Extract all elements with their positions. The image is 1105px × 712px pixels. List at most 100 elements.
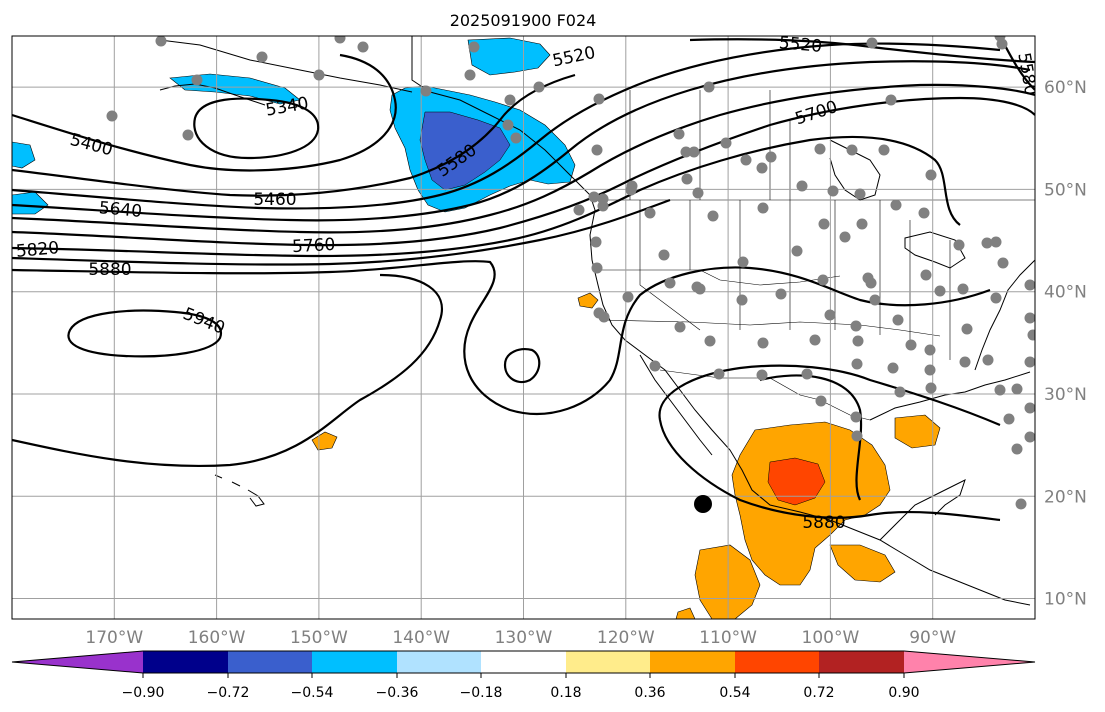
station-dot bbox=[1011, 383, 1023, 395]
station-dot bbox=[1003, 413, 1015, 425]
latitude-tick-label: 30°N bbox=[1044, 385, 1087, 405]
station-dot bbox=[887, 362, 899, 374]
station-dot bbox=[681, 173, 693, 185]
contour-labels: 5400 5340 5460 5520 5520 5580 5580 5640 … bbox=[15, 36, 1035, 533]
station-dot bbox=[737, 256, 749, 268]
longitude-tick-label: 120°W bbox=[597, 628, 655, 648]
station-dot bbox=[953, 239, 965, 251]
colorbar-tick-label: −0.54 bbox=[291, 685, 334, 701]
station-dot bbox=[918, 207, 930, 219]
baja-coast bbox=[639, 354, 713, 456]
station-dot bbox=[957, 283, 969, 295]
station-dot bbox=[920, 269, 932, 281]
colorbar-tick-label: 0.36 bbox=[634, 685, 665, 701]
station-dot bbox=[1027, 329, 1035, 341]
station-dot bbox=[573, 204, 585, 216]
station-dot bbox=[182, 129, 194, 141]
station-dot bbox=[852, 335, 864, 347]
colorbar bbox=[11, 650, 1036, 674]
contour-5940 bbox=[67, 309, 223, 358]
station-dot bbox=[839, 231, 851, 243]
contour-5520-north bbox=[689, 38, 1035, 64]
colorbar-segment bbox=[312, 651, 397, 673]
station-dot bbox=[894, 386, 906, 398]
east-coast bbox=[974, 259, 1035, 371]
contour-5880-south bbox=[12, 273, 443, 468]
station-dot bbox=[959, 356, 971, 368]
station-dot bbox=[994, 36, 1006, 42]
station-dot bbox=[704, 335, 716, 347]
contour-label: 5880 bbox=[88, 260, 131, 280]
contour-small-loop bbox=[503, 348, 541, 384]
map-area: 5400 5340 5460 5520 5520 5580 5580 5640 … bbox=[12, 36, 1035, 619]
station-dot bbox=[892, 314, 904, 326]
station-dot bbox=[720, 137, 732, 149]
positive-anomaly-small2 bbox=[577, 292, 599, 309]
station-dot bbox=[885, 94, 897, 106]
station-dot bbox=[625, 184, 637, 196]
station-dot bbox=[313, 69, 325, 81]
latitude-tick-label: 40°N bbox=[1044, 283, 1087, 303]
contour-5880-main bbox=[12, 260, 991, 415]
positive-anomaly-orange-gulf bbox=[894, 414, 941, 449]
station-dot bbox=[851, 430, 863, 442]
station-dot bbox=[256, 51, 268, 63]
station-dot bbox=[765, 151, 777, 163]
colorbar-segment bbox=[143, 651, 228, 673]
station-dot bbox=[680, 146, 692, 158]
station-dot bbox=[593, 93, 605, 105]
station-dot bbox=[464, 69, 476, 81]
station-dot bbox=[664, 277, 676, 289]
station-dot bbox=[1024, 279, 1035, 291]
latitude-labels: 60°N 50°N 40°N 30°N 20°N 10°N bbox=[1044, 78, 1087, 609]
station-dot bbox=[817, 274, 829, 286]
alaska-peninsula bbox=[159, 83, 266, 106]
contour-5880-mexico bbox=[658, 364, 1001, 427]
positive-anomaly-red bbox=[767, 457, 826, 506]
longitude-tick-label: 160°W bbox=[188, 628, 246, 648]
colorbar-extend-high bbox=[904, 651, 1035, 673]
station-dot bbox=[827, 185, 839, 197]
contour-5880-closed bbox=[658, 419, 1001, 522]
station-dot bbox=[468, 41, 480, 53]
colorbar-segment bbox=[481, 651, 566, 673]
contour-label: 5640 bbox=[98, 198, 143, 222]
contour-5400 bbox=[12, 53, 397, 172]
station-dot bbox=[622, 291, 634, 303]
station-dot bbox=[420, 85, 432, 97]
contour-5460 bbox=[12, 73, 576, 197]
station-dot bbox=[925, 169, 937, 181]
storm-marker bbox=[694, 495, 712, 513]
station-dot bbox=[756, 369, 768, 381]
longitude-tick-label: 100°W bbox=[802, 628, 860, 648]
station-dot bbox=[757, 202, 769, 214]
positive-anomaly-small1 bbox=[311, 431, 338, 451]
station-dot bbox=[997, 257, 1009, 269]
station-dot bbox=[924, 364, 936, 376]
station-dot bbox=[818, 218, 830, 230]
colorbar-tick-label: −0.72 bbox=[207, 685, 250, 701]
station-dot bbox=[757, 337, 769, 349]
station-dot bbox=[649, 360, 661, 372]
station-dot bbox=[593, 307, 605, 319]
station-dot bbox=[688, 146, 700, 158]
station-dot bbox=[824, 309, 836, 321]
colorbar-segment bbox=[228, 651, 312, 673]
station-dot bbox=[692, 187, 704, 199]
contour-5820 bbox=[12, 198, 671, 266]
contour-5520-a bbox=[12, 42, 1001, 210]
station-dot bbox=[905, 339, 917, 351]
colorbar-tick-label: 0.18 bbox=[550, 685, 581, 701]
station-dot bbox=[1024, 431, 1035, 443]
colorbar-segment bbox=[650, 651, 735, 673]
station-dot bbox=[736, 294, 748, 306]
station-dot bbox=[502, 119, 514, 131]
latitude-tick-label: 50°N bbox=[1044, 180, 1087, 200]
longitude-tick-label: 170°W bbox=[85, 628, 143, 648]
colorbar-segment bbox=[397, 651, 481, 673]
station-dot bbox=[756, 162, 768, 174]
station-dot bbox=[796, 180, 808, 192]
station-dot bbox=[850, 411, 862, 423]
positive-anomaly-orange-south bbox=[694, 544, 761, 619]
